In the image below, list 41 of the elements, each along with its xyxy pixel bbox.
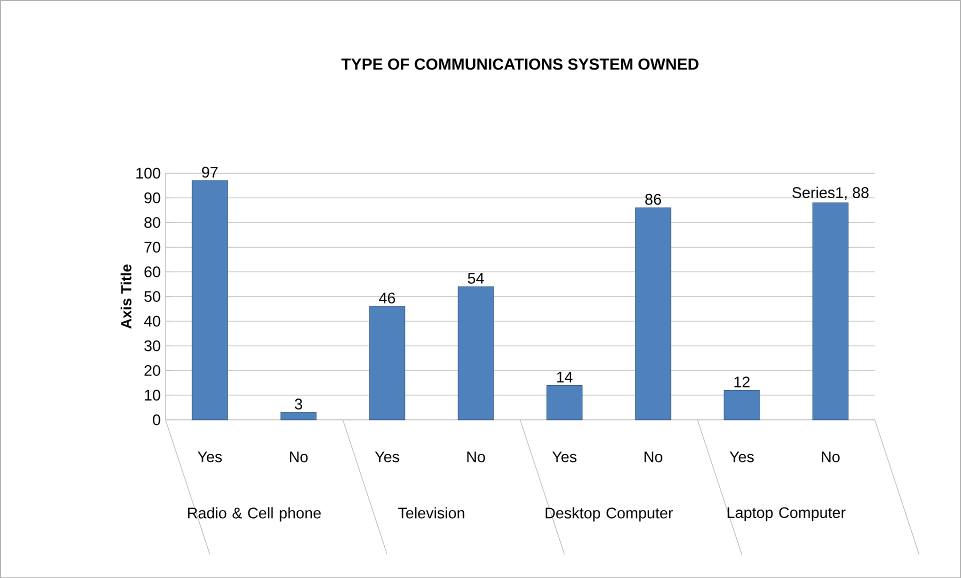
bar [192, 180, 228, 420]
y-tick-label: 90 [144, 192, 160, 204]
bar [812, 202, 848, 420]
x-tick-label: No [467, 451, 485, 462]
data-label: 3 [294, 398, 302, 410]
x-tick-label: Yes [730, 451, 754, 462]
bar [724, 390, 760, 420]
bar [280, 412, 317, 420]
data-label: 46 [379, 292, 396, 304]
y-tick-label: 10 [144, 390, 160, 400]
y-tick-label: 20 [144, 364, 160, 376]
data-label: 12 [734, 376, 750, 388]
y-tick-label: 70 [144, 242, 160, 252]
x-tick-label: Yes [198, 451, 222, 462]
y-tick-label: 40 [144, 316, 160, 326]
bar [458, 286, 494, 420]
chart-title: TYPE OF COMMUNICATIONS SYSTEM OWNED [341, 58, 698, 70]
text: Television [398, 507, 464, 518]
bar [369, 306, 406, 420]
text: Desktop Computer [546, 507, 673, 522]
y-tick-label: 0 [152, 414, 160, 426]
y-tick-label: 50 [144, 290, 160, 302]
x-tick-label: Yes [552, 451, 576, 462]
data-label: 97 [202, 166, 218, 178]
x-tick-label: Yes [375, 451, 400, 462]
y-tick-label: 60 [144, 266, 160, 278]
text: Laptop Computer [728, 507, 846, 521]
bar [635, 207, 672, 420]
y-tick-label: 80 [144, 216, 160, 228]
data-label: 14 [557, 372, 573, 382]
y-tick-label: 30 [144, 340, 160, 352]
y-tick-label: 100 [136, 168, 160, 178]
text: Radio & Cell phone [188, 507, 321, 522]
bar [546, 384, 582, 420]
data-label: Series1, 88 [792, 186, 869, 200]
x-tick-label: No [290, 451, 308, 462]
data-label: 54 [468, 272, 484, 284]
x-tick-label: No [644, 451, 662, 462]
y-axis-title: Axis Title [120, 264, 132, 328]
data-label: 86 [645, 194, 661, 205]
x-tick-label: No [822, 451, 840, 462]
